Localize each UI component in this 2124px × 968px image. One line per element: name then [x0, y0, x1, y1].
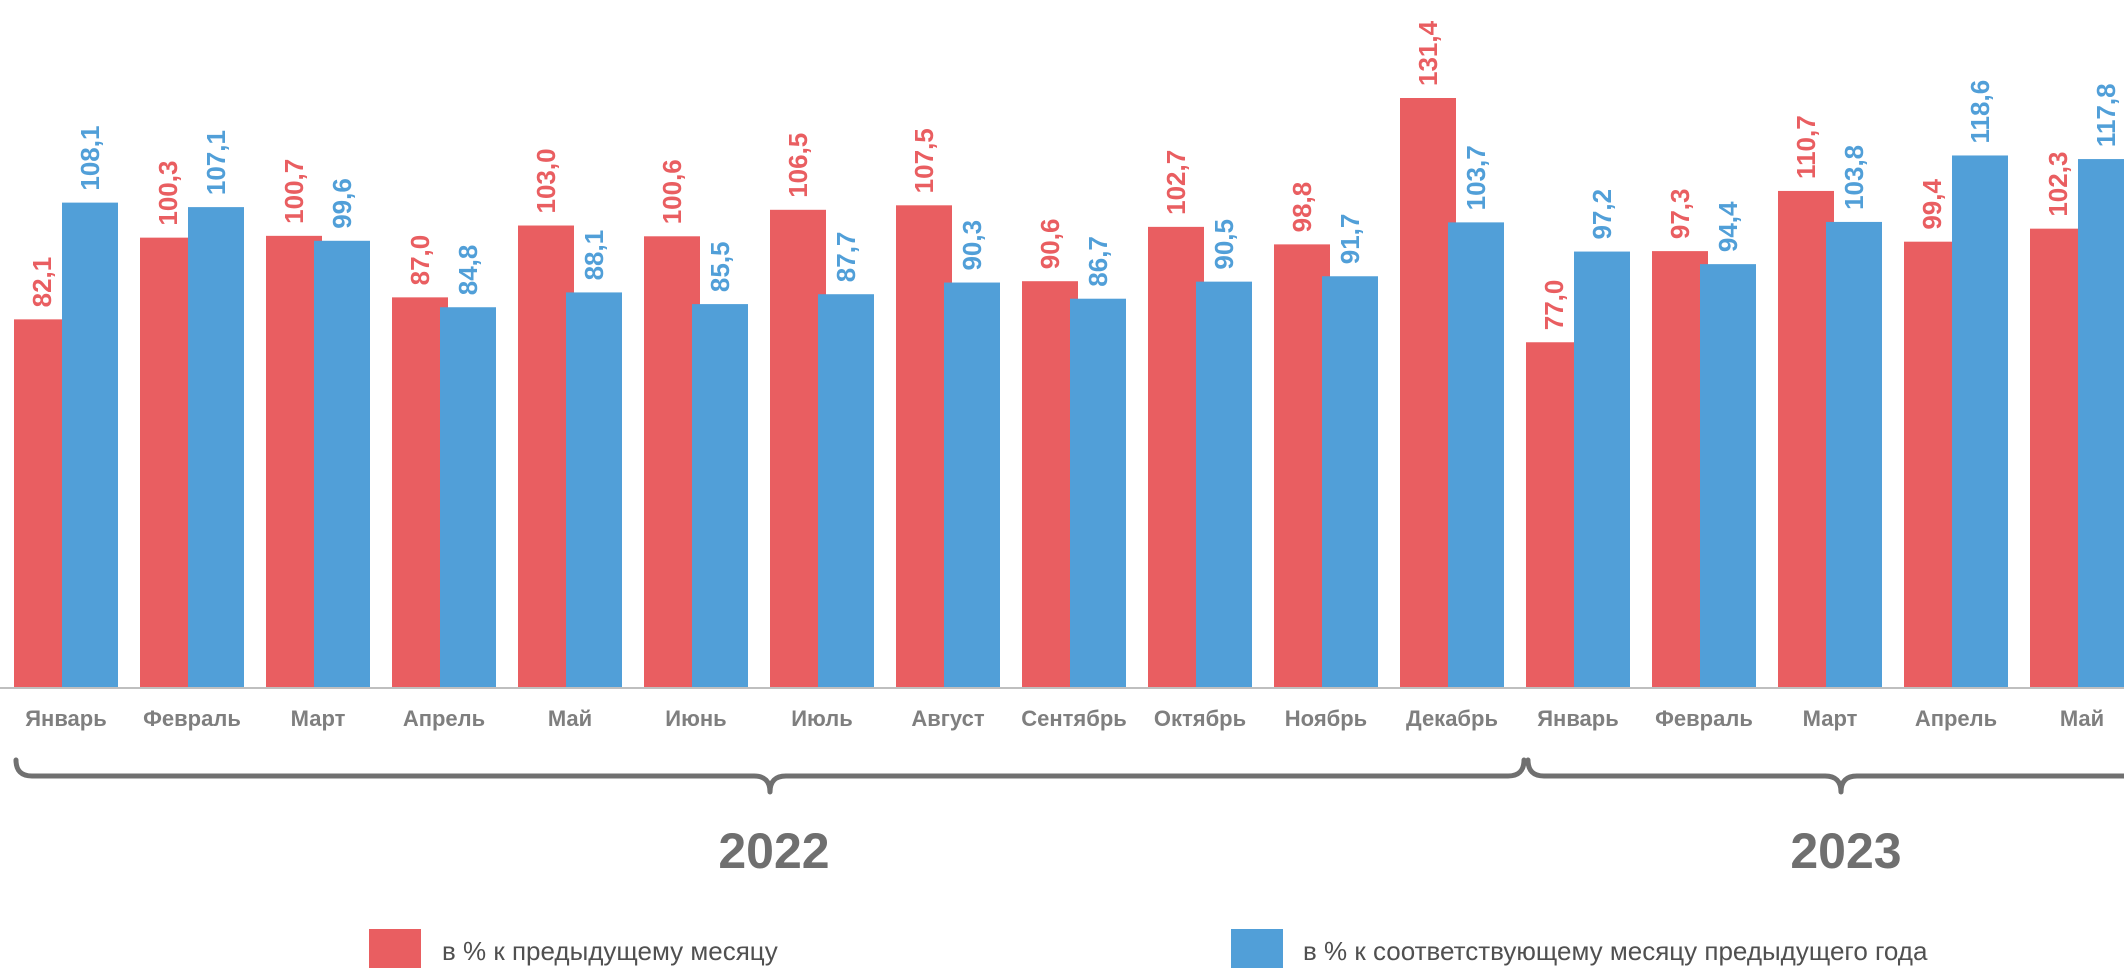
value-label-prev-month-14: 110,7: [1791, 115, 1821, 179]
value-label-prev-year-15: 118,6: [1965, 80, 1995, 144]
category-label-11: Декабрь: [1406, 706, 1498, 731]
bar-prev-month-7: [896, 205, 952, 689]
value-label-prev-month-11: 131,4: [1413, 20, 1443, 86]
bar-prev-year-12: [1574, 251, 1630, 688]
category-label-14: Март: [1803, 706, 1858, 731]
bar-prev-month-0: [14, 319, 70, 688]
bar-prev-month-2: [266, 235, 322, 689]
bar-prev-month-11: [1400, 98, 1456, 688]
value-label-prev-year-12: 97,2: [1587, 189, 1617, 240]
value-label-prev-year-10: 91,7: [1335, 214, 1365, 265]
value-label-prev-year-11: 103,7: [1461, 145, 1491, 210]
year-braces-layer: 2022 2023: [13, 757, 2124, 879]
value-label-prev-year-8: 86,7: [1083, 236, 1113, 287]
value-label-prev-month-15: 99,4: [1917, 179, 1947, 230]
value-labels-layer: 82,1 108,1 100,3 107,1 100,7 99,6 87,0 84,8 103,…: [27, 20, 2121, 330]
bar-prev-month-9: [1148, 226, 1204, 688]
value-label-prev-month-3: 87,0: [405, 235, 435, 286]
category-label-8: Сентябрь: [1021, 706, 1127, 731]
bar-prev-month-13: [1652, 251, 1708, 688]
legend-swatch-prev-year: [1231, 929, 1283, 968]
bar-prev-month-14: [1778, 190, 1834, 689]
legend-label-prev-year: в % к соответствующему месяцу предыдущег…: [1303, 936, 1928, 966]
category-label-9: Октябрь: [1154, 706, 1246, 731]
year-label-2023: 2023: [1790, 823, 1901, 879]
value-label-prev-year-13: 94,4: [1713, 201, 1743, 252]
category-label-12: Январь: [1537, 706, 1619, 731]
value-label-prev-year-1: 107,1: [201, 130, 231, 195]
bar-prev-year-4: [566, 292, 622, 688]
bar-prev-month-4: [518, 225, 574, 688]
value-label-prev-year-14: 103,8: [1839, 145, 1869, 210]
category-label-7: Август: [911, 706, 984, 731]
legend-label-prev-month: в % к предыдущему месяцу: [442, 936, 778, 966]
value-label-prev-year-2: 99,6: [327, 178, 357, 229]
value-label-prev-year-16: 117,8: [2091, 83, 2121, 147]
value-label-prev-year-9: 90,5: [1209, 219, 1239, 270]
bar-prev-year-10: [1322, 276, 1378, 688]
bar-prev-month-12: [1526, 342, 1582, 688]
legend: в % к предыдущему месяцу в % к соответств…: [369, 929, 1928, 968]
bar-prev-year-5: [692, 304, 748, 688]
bar-prev-year-15: [1952, 155, 2008, 688]
bar-prev-year-2: [314, 240, 370, 688]
bar-prev-month-16: [2030, 228, 2086, 688]
year-brace-2023: [1525, 757, 2124, 795]
value-label-prev-year-0: 108,1: [75, 126, 105, 191]
bar-prev-year-8: [1070, 298, 1126, 688]
value-label-prev-year-6: 87,7: [831, 232, 861, 283]
bar-prev-year-6: [818, 294, 874, 688]
bar-prev-year-9: [1196, 281, 1252, 688]
category-label-4: Май: [548, 706, 592, 731]
value-label-prev-month-2: 100,7: [279, 159, 309, 224]
bar-prev-month-10: [1274, 244, 1330, 688]
bar-prev-year-14: [1826, 221, 1882, 688]
value-label-prev-year-3: 84,8: [453, 245, 483, 296]
category-label-10: Ноябрь: [1285, 706, 1367, 731]
category-label-15: Апрель: [1915, 706, 1997, 731]
value-label-prev-month-5: 100,6: [657, 159, 687, 224]
bar-prev-year-7: [944, 282, 1000, 688]
value-label-prev-year-7: 90,3: [957, 220, 987, 271]
category-labels-layer: Январь Февраль Март Апрель Май Июнь Июль Август…: [25, 706, 2104, 731]
value-label-prev-year-5: 85,5: [705, 241, 735, 292]
category-label-1: Февраль: [143, 706, 241, 731]
bar-prev-year-13: [1700, 264, 1756, 688]
bar-prev-year-16: [2078, 159, 2124, 689]
category-label-13: Февраль: [1655, 706, 1753, 731]
value-label-prev-month-16: 102,3: [2043, 152, 2073, 217]
value-label-prev-month-12: 77,0: [1539, 280, 1569, 331]
bar-prev-month-15: [1904, 241, 1960, 688]
category-label-0: Январь: [25, 706, 107, 731]
bar-prev-year-11: [1448, 222, 1504, 688]
value-label-prev-month-0: 82,1: [27, 257, 57, 308]
value-label-prev-month-10: 98,8: [1287, 182, 1317, 233]
value-label-prev-month-1: 100,3: [153, 161, 183, 226]
bar-prev-month-6: [770, 209, 826, 688]
value-label-prev-month-4: 103,0: [531, 148, 561, 213]
legend-swatch-prev-month: [369, 929, 421, 968]
bars-layer: [14, 98, 2124, 689]
value-label-prev-month-8: 90,6: [1035, 219, 1065, 270]
category-label-16: Май: [2060, 706, 2104, 731]
bar-prev-year-0: [62, 202, 118, 688]
bar-prev-month-1: [140, 237, 196, 688]
bar-prev-year-1: [188, 207, 244, 688]
value-label-prev-month-6: 106,5: [783, 133, 813, 198]
year-label-2022: 2022: [718, 823, 829, 879]
value-label-prev-month-7: 107,5: [909, 128, 939, 193]
category-label-5: Июнь: [665, 706, 726, 731]
year-brace-2022: [13, 757, 1527, 795]
bar-prev-year-3: [440, 307, 496, 688]
value-label-prev-month-9: 102,7: [1161, 150, 1191, 215]
bar-prev-month-3: [392, 297, 448, 688]
bar-prev-month-5: [644, 236, 700, 688]
value-label-prev-year-4: 88,1: [579, 230, 609, 281]
category-label-3: Апрель: [403, 706, 485, 731]
bar-prev-month-8: [1022, 281, 1078, 688]
category-label-6: Июль: [791, 706, 853, 731]
value-label-prev-month-13: 97,3: [1665, 189, 1695, 240]
category-label-2: Март: [291, 706, 346, 731]
